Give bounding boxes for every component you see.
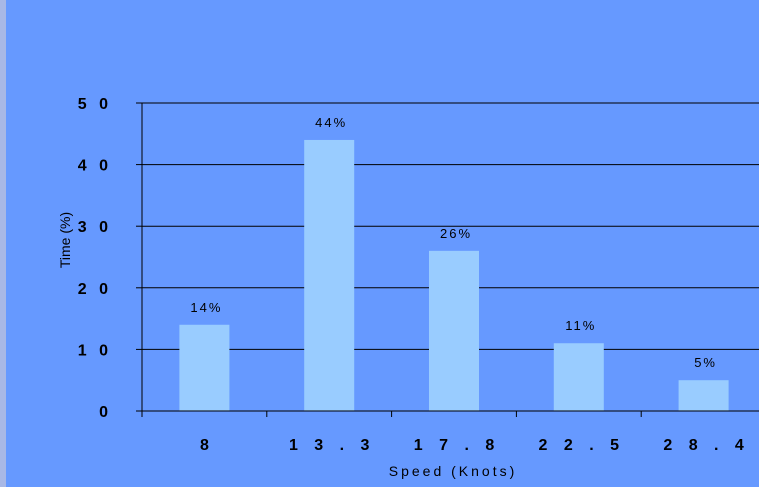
x-axis-title: Speed (Knots): [389, 463, 518, 479]
x-tick-label: 2 8 . 4: [663, 437, 749, 454]
y-tick-label: 2 0: [78, 281, 112, 298]
x-tick-label: 8: [200, 437, 215, 454]
gridlines: [142, 102, 759, 350]
bar: [678, 380, 729, 411]
x-tick-label: 2 2 . 5: [539, 437, 625, 454]
y-tick-labels: 0 1 0 2 0 3 0 4 0 5 0: [78, 96, 112, 421]
y-tick-label: 0: [99, 404, 112, 421]
x-tick-label: 1 3 . 3: [289, 437, 375, 454]
x-tick-labels: 8 1 3 . 3 1 7 . 8 2 2 . 5 2 8 . 4: [200, 437, 749, 454]
bar-chart: 14% 44% 26% 11% 5% 0 1 0 2 0 3 0 4 0 5 0 8 1 3 . 3…: [57, 96, 759, 479]
bar: [179, 324, 230, 411]
bar: [553, 343, 604, 411]
y-tick-label: 3 0: [78, 219, 112, 236]
data-labels: 14% 44% 26% 11% 5%: [190, 115, 717, 370]
bars: [179, 139, 729, 411]
y-tick-label: 4 0: [78, 158, 112, 175]
y-tick-label: 1 0: [78, 342, 112, 359]
bar: [429, 250, 479, 411]
data-label: 26%: [440, 226, 472, 241]
data-label: 14%: [190, 300, 222, 315]
data-label: 5%: [694, 355, 717, 370]
axes: [136, 102, 759, 417]
y-tick-label: 5 0: [78, 96, 112, 113]
bar: [304, 139, 355, 411]
data-label: 44%: [315, 115, 347, 130]
y-axis-title: Time (%): [57, 212, 73, 268]
data-label: 11%: [565, 318, 596, 333]
x-tick-label: 1 7 . 8: [414, 437, 500, 454]
chart-area: 14% 44% 26% 11% 5% 0 1 0 2 0 3 0 4 0 5 0 8 1 3 . 3…: [6, 0, 759, 487]
